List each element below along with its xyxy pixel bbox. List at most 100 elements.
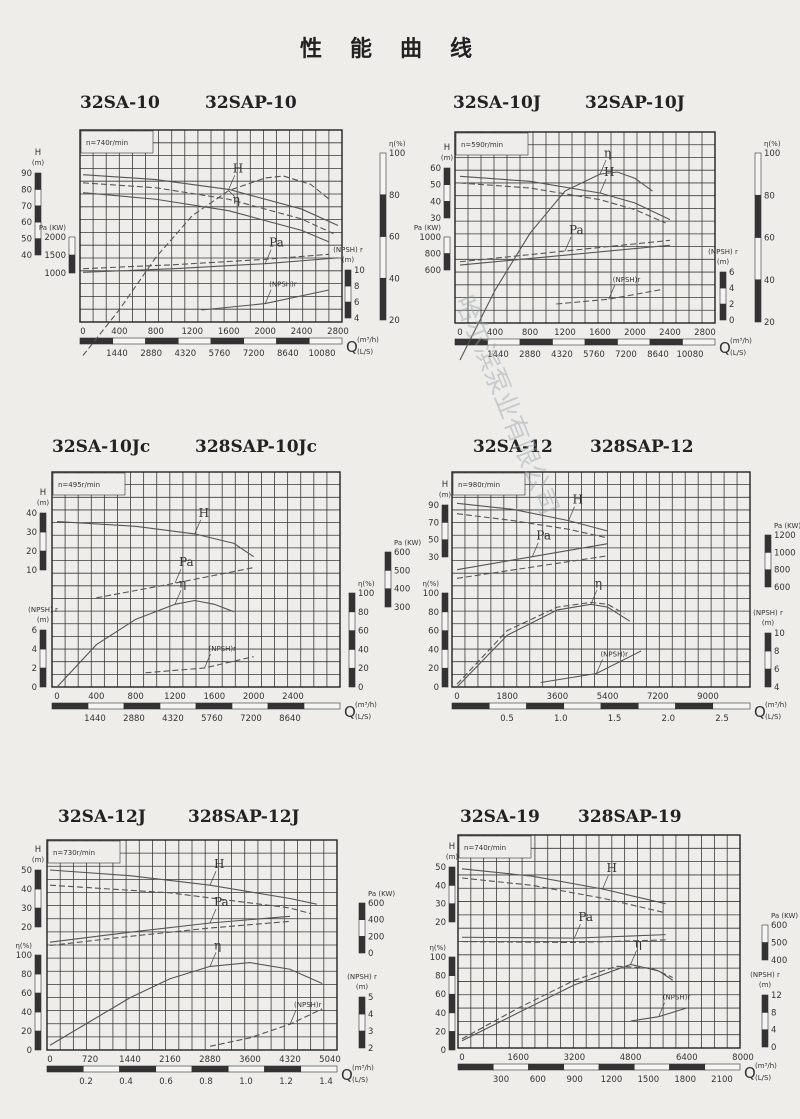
scale-bar-segment <box>344 269 352 287</box>
chart-title-left: 32SA-10 <box>80 93 160 113</box>
curve-label: H <box>604 165 614 179</box>
x-tick-label: 0 <box>54 692 59 702</box>
x-axis-bar-segment <box>675 702 714 710</box>
scale-bar-segment <box>34 189 42 207</box>
x-axis-bar-segment <box>637 702 676 710</box>
scale-tick-label: 6 <box>774 665 779 675</box>
scale-tick-label: 600 <box>394 548 410 558</box>
x-tick-label: 2000 <box>243 692 265 702</box>
scale-tick-label: 100 <box>389 149 405 159</box>
scale-label: H <box>449 842 455 852</box>
x2-tick-label: 8640 <box>277 349 299 359</box>
curve-label-leader <box>264 289 272 304</box>
x-tick-label: 2880 <box>199 1055 221 1065</box>
x2-tick-label: 1.0 <box>239 1077 253 1087</box>
scale-tick-label: 80 <box>764 191 775 201</box>
scale-tick-label: 20 <box>358 664 369 674</box>
x-tick-label: 1440 <box>119 1055 141 1065</box>
curve-h <box>461 868 666 905</box>
scale-tick-label: 20 <box>21 923 32 933</box>
scale-tick-label: 1000 <box>774 548 796 558</box>
x2-tick-label: 2.5 <box>715 714 729 724</box>
scale-bar-segment <box>441 649 449 669</box>
x-axis-bar-segment <box>457 1063 494 1071</box>
scale-tick-label: 20 <box>389 316 400 326</box>
scale-bar-segment <box>379 152 387 196</box>
scale-tick-label: 80 <box>435 972 446 982</box>
x-axis-bar-segment <box>191 1065 229 1073</box>
scale-tick-label: 30 <box>435 900 446 910</box>
x-tick-label: 2400 <box>291 327 313 337</box>
x-tick-label: 1200 <box>554 328 576 338</box>
curve-label: Pa <box>536 529 551 543</box>
x2-tick-label: 2880 <box>123 714 145 724</box>
x2-tick-label: 0.8 <box>199 1077 213 1087</box>
speed-label: n=590r/min <box>461 141 503 149</box>
curve-npsh <box>201 289 330 311</box>
curve-label: H <box>214 857 224 871</box>
x-tick-label: 2400 <box>282 692 304 702</box>
curve-label: (NPSH)r <box>209 645 237 653</box>
scale-bar-segment <box>443 236 451 254</box>
x-tick-label: 400 <box>111 327 127 337</box>
curve-label-leader <box>602 874 609 890</box>
scale-bar-segment <box>39 648 47 669</box>
x-tick-label: 2160 <box>159 1055 181 1065</box>
scale-bar-segment <box>34 992 42 1013</box>
scale-bar-segment <box>448 956 456 976</box>
plot-frame <box>457 834 741 1049</box>
q-axis-label: Q <box>346 338 358 356</box>
x-axis-bar-segment <box>264 1065 302 1073</box>
curve-h <box>82 182 334 235</box>
x2-tick-label: 1.0 <box>554 714 568 724</box>
q-axis-label: Q <box>754 703 766 721</box>
curve-eta <box>49 962 323 1046</box>
x-axis-bar-segment <box>155 1065 193 1073</box>
scale-bar-segment <box>34 238 42 256</box>
scale-tick-label: 80 <box>21 185 32 195</box>
curve-label: (NPSH)r <box>613 276 641 284</box>
scale-bar-segment <box>761 942 769 961</box>
x2-tick-label: 2.0 <box>661 714 675 724</box>
x2-tick-label: 0.5 <box>500 714 514 724</box>
scale-bar-segment <box>34 907 42 928</box>
scale-tick-label: 10 <box>26 566 37 576</box>
x-tick-label: 800 <box>128 692 144 702</box>
x-tick-label: 4800 <box>620 1053 642 1063</box>
q-unit-top: (m³/h) <box>357 336 379 344</box>
scale-bar-segment <box>379 236 387 279</box>
scale-bar-segment <box>358 936 366 954</box>
scale-tick-label: 0 <box>729 316 734 326</box>
x2-tick-label: 2880 <box>140 349 162 359</box>
scale-bar-segment <box>39 531 47 552</box>
scale-tick-label: 40 <box>428 645 439 655</box>
scale-label: Pa (KW) <box>414 224 441 232</box>
x-tick-label: 2800 <box>694 328 716 338</box>
curve-label-leader <box>596 659 603 674</box>
q-unit-top: (m³/h) <box>352 1064 374 1072</box>
scale-bar-segment <box>761 924 769 943</box>
scale-bar-segment <box>379 194 387 237</box>
scale-tick-label: 40 <box>21 251 32 261</box>
scale-tick-label: 200 <box>368 932 384 942</box>
scale-label: Pa (KW) <box>368 890 395 898</box>
curve-label-leader <box>174 590 182 605</box>
scale-tick-label: 0 <box>27 1046 32 1056</box>
x-tick-label: 1200 <box>164 692 186 702</box>
scale-tick-label: 30 <box>26 528 37 538</box>
curve-label-leader <box>590 590 598 605</box>
scale-tick-label: 90 <box>428 501 439 511</box>
x-tick-label: 800 <box>148 327 164 337</box>
scale-label: (NPSH) r <box>28 606 58 614</box>
q-unit-top: (m³/h) <box>755 1062 777 1070</box>
x-axis-bar-segment <box>159 702 197 710</box>
scale-bar-segment <box>344 301 352 319</box>
scale-bar-segment <box>448 1012 456 1032</box>
scale-unit: (m) <box>32 159 45 167</box>
curve-label: (NPSH)r <box>269 281 297 289</box>
scale-tick-label: 50 <box>435 863 446 873</box>
scale-bar-segment <box>348 611 356 631</box>
scale-label: (NPSH) r <box>753 609 783 617</box>
